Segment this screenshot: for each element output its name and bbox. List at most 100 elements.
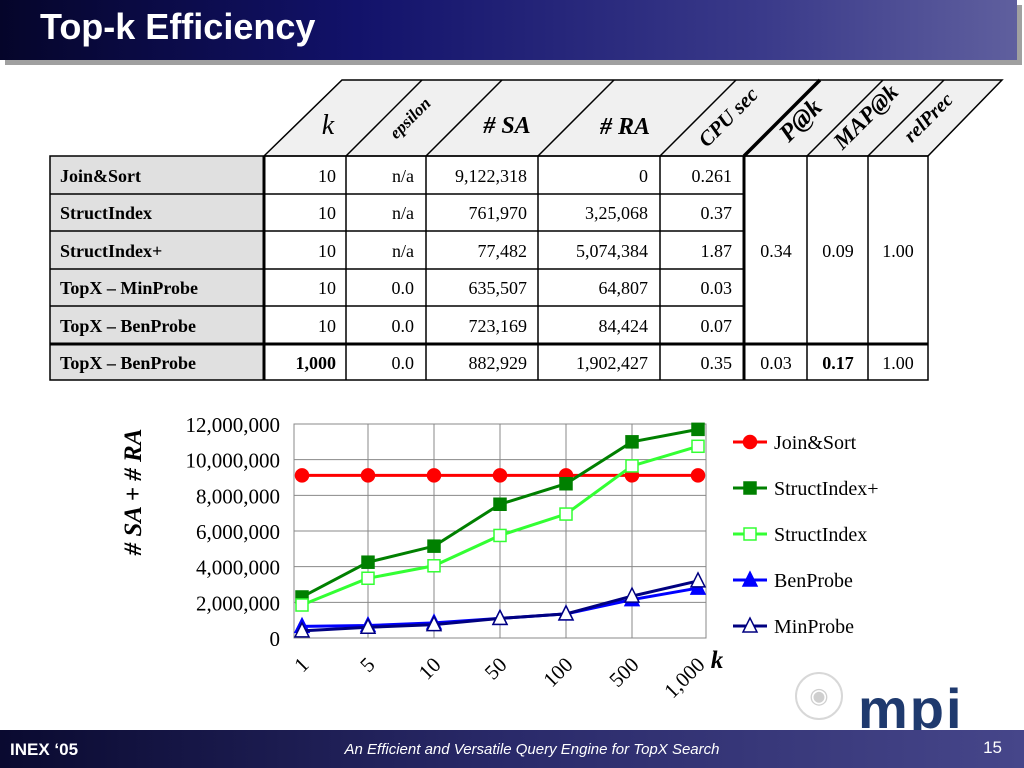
cell-pk: 0.03 [760,353,792,373]
legend-label: Join&Sort [774,432,857,454]
data-point [557,604,575,621]
row-name: StructIndex+ [60,241,162,261]
cell-sa: 723,169 [469,316,528,336]
cell-ra: 3,25,068 [585,203,648,223]
legend-swatch-marker [741,616,759,633]
cell-cpu: 0.37 [701,203,733,223]
series-group [295,439,705,612]
legend-label: StructIndex [774,524,867,546]
cell-cpu: 1.87 [701,241,733,261]
chart-legend: Join&Sort StructIndex+ StructIndex BenProbe… [733,432,879,638]
table-row: StructIndex+ 10 n/a 77,482 5,074,384 1.8… [60,241,732,261]
footer-talk-title: An Efficient and Versatile Query Engine … [344,741,720,758]
data-point [425,614,443,632]
cell-sa: 635,507 [469,278,528,298]
row-name: TopX – BenProbe [60,316,196,336]
data-point [361,571,375,586]
footer-conference: INEX ‘05 [10,740,79,759]
x-tick-label: 500 [604,653,643,692]
data-point [295,598,309,612]
data-point [625,459,639,473]
cell-ra: 5,074,384 [576,241,648,261]
data-point [559,476,573,491]
cell-k: 1,000 [296,353,337,373]
data-point [360,468,376,483]
legend-entry: BenProbe [733,570,853,592]
cell-cpu: 0.35 [701,353,733,373]
cell-cpu: 0.03 [701,278,733,298]
results-table: k epsilon # SA # RA CPU sec P@k MAP@k re… [49,78,1004,381]
row-name: Join&Sort [60,166,141,186]
y-tick-label: 2,000,000 [196,591,280,615]
row-name: TopX – BenProbe [60,353,196,373]
cell-ra: 64,807 [599,278,649,298]
cell-epsilon: n/a [392,166,414,186]
cell-k: 10 [318,203,336,223]
y-tick-label: 12,000,000 [186,413,281,437]
cell-pk-k10: 0.34 [760,241,792,261]
data-point [427,539,441,553]
cell-epsilon: 0.0 [392,353,415,373]
cell-sa: 77,482 [478,241,528,261]
header-sa: # SA [482,113,530,139]
cell-k: 10 [318,316,336,336]
legend-label: StructIndex+ [774,478,879,500]
table-row: StructIndex 10 n/a 761,970 3,25,068 0.37 [60,203,732,223]
page-number: 15 [983,738,1002,757]
series-group [293,571,707,638]
line-chart: 0 2,000,000 4,000,000 6,000,000 8,000,000 10,… [120,413,879,703]
slide-title: Top-k Efficiency [40,6,316,47]
cell-mapk: 0.17 [822,353,854,373]
mpi-logo: mpi [858,677,964,740]
table-row: TopX – MinProbe 10 0.0 635,507 64,807 0.… [60,278,732,298]
legend-label: BenProbe [774,570,853,592]
x-tick-label: 5 [355,653,379,677]
cell-sa: 882,929 [469,353,528,373]
legend-label: MinProbe [774,616,854,638]
cell-k: 10 [318,278,336,298]
cell-sa: 9,122,318 [455,166,527,186]
cell-ra: 1,902,427 [576,353,648,373]
chart-series [293,422,707,638]
row-name: StructIndex [60,203,152,223]
legend-swatch-marker [743,481,757,495]
x-axis-label: k [711,647,724,674]
data-point [625,435,639,449]
data-point [293,621,311,638]
cell-sa: 761,970 [469,203,528,223]
data-point [426,468,442,483]
title-bar: Top-k Efficiency [0,0,1017,60]
legend-swatch-marker [742,434,758,450]
x-tick-label: 1 [289,653,313,677]
cell-relprec-k10: 1.00 [882,241,914,261]
legend-entry: MinProbe [733,616,854,638]
cell-epsilon: n/a [392,203,414,223]
cell-ra: 0 [639,166,648,186]
cell-relprec: 1.00 [882,353,914,373]
data-point [689,571,707,588]
legend-entry: Join&Sort [733,432,857,454]
x-tick-label: 50 [480,653,512,685]
y-tick-label: 4,000,000 [196,556,280,580]
data-point [294,468,310,483]
y-tick-label: 6,000,000 [196,520,280,544]
data-point [491,608,509,626]
header-k: k [322,110,335,141]
table-row: TopX – BenProbe 10 0.0 723,169 84,424 0.… [60,316,732,336]
cell-cpu: 0.07 [701,316,733,336]
cell-epsilon: 0.0 [392,316,415,336]
y-tick-label: 0 [270,627,281,651]
cell-k: 10 [318,241,336,261]
legend-swatch-marker [741,570,759,587]
x-tick-label: 10 [414,653,446,685]
data-point [493,497,507,511]
legend-swatch-marker [743,527,757,541]
data-point [691,439,705,454]
y-tick-label: 8,000,000 [196,484,280,508]
data-point [427,559,441,573]
x-tick-label: 1,000 [659,653,709,703]
footer-bar: INEX ‘05 An Efficient and Versatile Quer… [0,730,1024,768]
table-row: TopX – BenProbe 1,000 0.0 882,929 1,902,… [60,353,914,373]
header-ra: # RA [599,114,650,140]
row-name: TopX – MinProbe [60,278,198,298]
